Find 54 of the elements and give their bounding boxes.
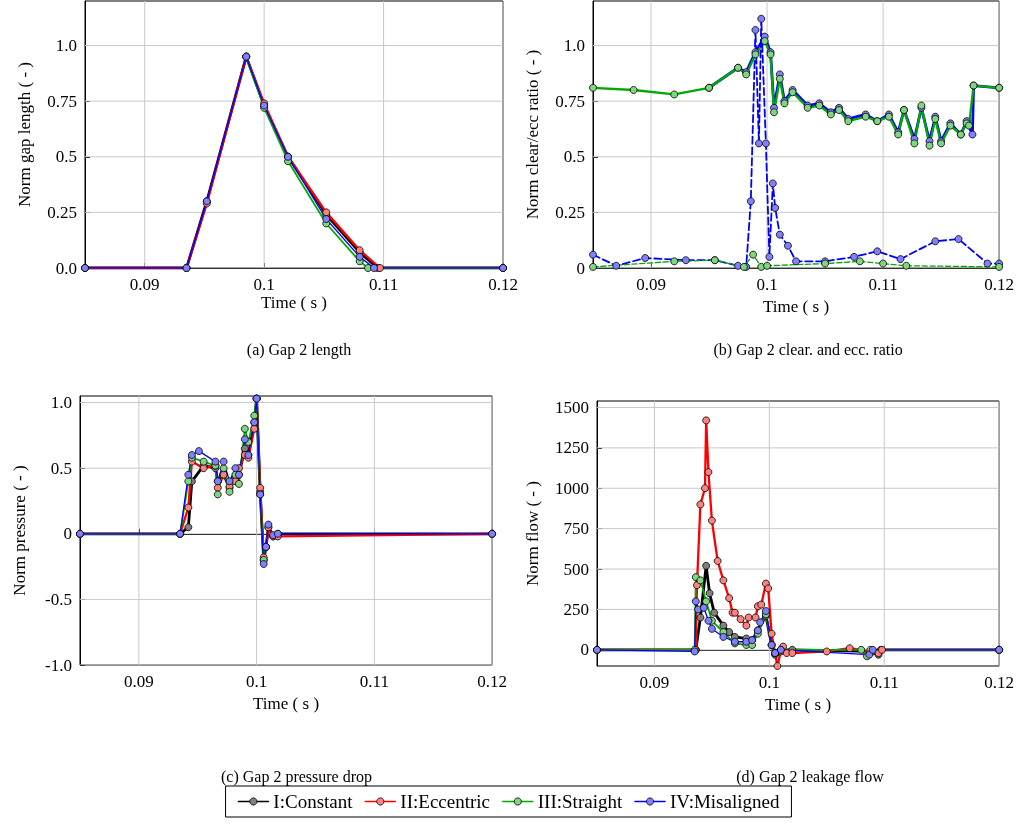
x-tick-label: 0.09 xyxy=(639,673,670,692)
text: (d) Gap 2 leakage flow xyxy=(736,767,885,786)
y-tick-label: 0.5 xyxy=(50,458,72,478)
x-tick-label: 0.11 xyxy=(369,275,399,294)
x-tick-label: 0.1 xyxy=(758,673,780,692)
y-axis-title: Norm flow ( - ) xyxy=(523,481,542,586)
x-tick-label: 0.09 xyxy=(124,672,154,691)
y-tick-label: 1.0 xyxy=(55,36,77,55)
y-tick-label: 1250 xyxy=(555,438,589,458)
legend-label: III:Straight xyxy=(537,791,623,812)
x-tick-label: 0.12 xyxy=(477,672,507,691)
y-tick-label: 0.5 xyxy=(563,147,585,167)
x-axis-title: Time ( s ) xyxy=(765,694,832,714)
y-tick-label: 250 xyxy=(563,599,589,619)
y-axis-title: Norm clear/ecc ratio ( - ) xyxy=(523,49,542,220)
x-tick-label: 0.09 xyxy=(129,275,160,294)
y-tick-label: 0.25 xyxy=(47,202,77,222)
x-tick-label: 0.1 xyxy=(756,275,778,294)
x-tick-label: 0.1 xyxy=(253,275,275,294)
y-tick-label: 1000 xyxy=(555,478,589,498)
y-axis-title: Norm gap length ( - ) xyxy=(15,62,34,207)
y-tick-label: 0.25 xyxy=(555,202,585,222)
y-tick-label: 0 xyxy=(63,524,72,544)
x-tick-label: 0.11 xyxy=(869,673,899,692)
x-tick-label: 0.09 xyxy=(636,275,666,294)
y-tick-label: 500 xyxy=(563,559,589,579)
x-tick-label: 0.1 xyxy=(246,672,268,691)
x-axis-title: Time ( s ) xyxy=(763,296,830,316)
x-axis-title: Time ( s ) xyxy=(253,693,320,713)
legend-label: I:Constant xyxy=(273,791,354,812)
x-tick-label: 0.11 xyxy=(868,275,898,294)
text: (c) Gap 2 pressure drop xyxy=(220,767,373,786)
y-tick-label: 0.5 xyxy=(55,147,77,167)
y-tick-label: 750 xyxy=(563,519,589,539)
x-tick-label: 0.12 xyxy=(488,275,518,294)
y-tick-label: 0 xyxy=(580,640,589,660)
y-tick-label: 0.75 xyxy=(555,91,585,111)
x-tick-label: 0.11 xyxy=(359,672,389,691)
y-tick-label: 0.75 xyxy=(47,91,77,111)
x-tick-label: 0.12 xyxy=(984,275,1014,294)
x-tick-label: 0.12 xyxy=(984,673,1014,692)
y-tick-label: -1.0 xyxy=(45,655,72,675)
text: (a) Gap 2 length xyxy=(246,340,352,359)
legend-label: II:Eccentric xyxy=(400,791,490,812)
y-tick-label: 1.0 xyxy=(50,393,72,413)
y-tick-label: 1.0 xyxy=(563,36,585,55)
text: (b) Gap 2 clear. and ecc. ratio xyxy=(713,340,903,359)
x-axis-title: Time ( s ) xyxy=(261,292,327,312)
y-tick-label: 0 xyxy=(576,258,585,278)
legend-label: IV:Misaligned xyxy=(670,791,780,812)
y-tick-label: 0.0 xyxy=(55,258,77,278)
y-axis-title: Norm pressure ( - ) xyxy=(10,465,29,596)
y-tick-label: -0.5 xyxy=(45,589,72,609)
y-tick-label: 1500 xyxy=(555,397,589,417)
